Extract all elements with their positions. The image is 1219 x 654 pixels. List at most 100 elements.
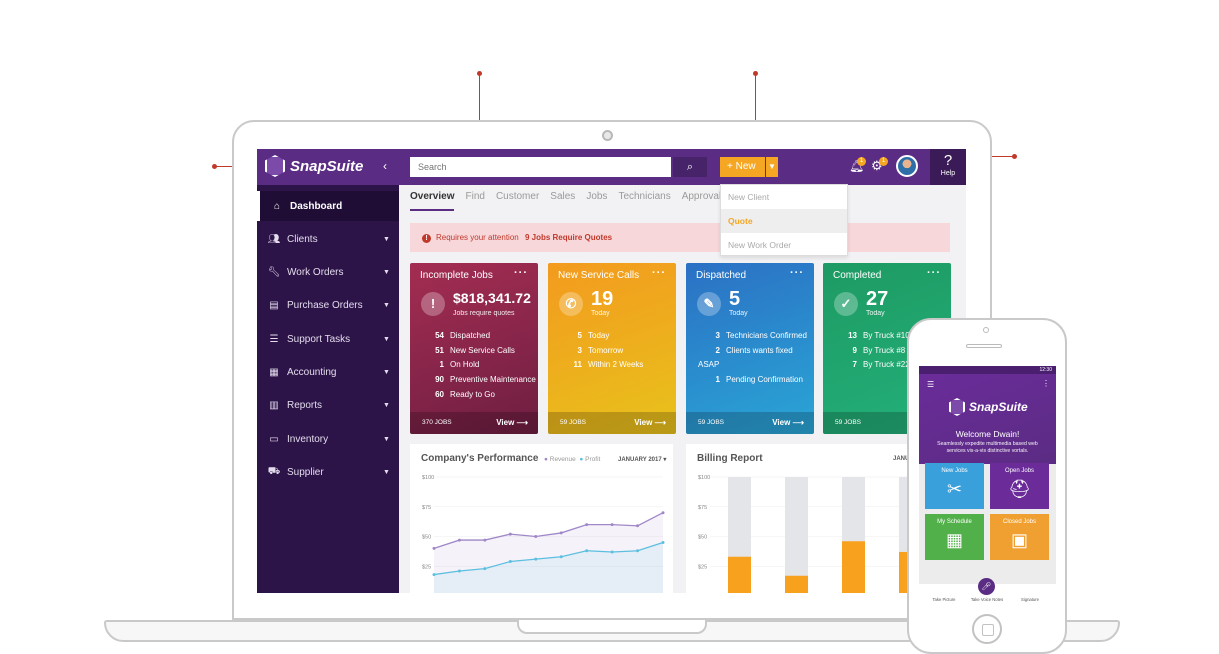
stat-row[interactable]: 54 Dispatched: [422, 329, 536, 344]
card-incomplete-jobs[interactable]: Incomplete Jobs ··· ! $818,341.72 Jobs r…: [410, 263, 538, 434]
tab-customer[interactable]: Customer: [495, 191, 540, 202]
stat-row[interactable]: 51 New Service Calls: [422, 344, 536, 359]
stat-row[interactable]: 3 Tomorrow: [560, 344, 643, 359]
stat-row[interactable]: 1 On Hold: [422, 358, 536, 373]
tab-sales[interactable]: Sales: [550, 191, 576, 202]
more-icon[interactable]: ···: [927, 267, 941, 279]
new-button[interactable]: + New: [720, 157, 765, 177]
view-link[interactable]: View ⟶: [496, 412, 528, 434]
tab-approvals[interactable]: Approvals: [681, 191, 727, 202]
tile-label: My Schedule: [937, 519, 972, 525]
notification-badge: 1: [857, 157, 866, 166]
menu-item-new-work-order[interactable]: New Work Order: [728, 240, 792, 250]
stat-count: 9: [852, 345, 857, 355]
new-menu-dropdown: New Client Quote New Work Order: [720, 184, 848, 256]
avatar[interactable]: [896, 155, 918, 177]
view-link[interactable]: View ⟶: [634, 412, 666, 434]
more-icon[interactable]: ···: [652, 267, 666, 279]
tab-find[interactable]: Find: [465, 191, 485, 202]
phone-logo-text: SnapSuite: [969, 400, 1028, 414]
sidebar-item-clients[interactable]: 👥︎ Clients ▼: [257, 224, 399, 254]
performance-chart: $100 $75 $50 $25: [422, 475, 665, 593]
stat-count: 2: [715, 345, 720, 355]
data-point: [661, 540, 665, 544]
stat-row[interactable]: 7 By Truck #22: [835, 358, 910, 373]
search-button[interactable]: ⌕: [673, 157, 707, 177]
database-icon: ☰: [269, 333, 279, 345]
microphone-icon[interactable]: 🎤︎: [978, 578, 995, 595]
tile-label: Open Jobs: [1004, 468, 1035, 474]
period-label: JANUARY 2017: [618, 457, 662, 463]
card-footer: 59 JOBS: [548, 412, 676, 434]
alert-link[interactable]: 9 Jobs Require Quotes: [524, 233, 613, 242]
panel-title: Billing Report: [697, 453, 763, 464]
app-logo[interactable]: SnapSuite: [265, 155, 363, 177]
view-link[interactable]: View ⟶: [772, 412, 804, 434]
period-select[interactable]: JANU: [893, 456, 909, 462]
tile-new-jobs[interactable]: New Jobs ✂: [925, 463, 984, 509]
data-point: [432, 546, 436, 550]
panel-title: Company's Performance: [421, 453, 539, 464]
stat-row[interactable]: 90 Preventive Maintenance: [422, 373, 536, 388]
stat-row[interactable]: 3 Technicians Confirmed: [698, 329, 814, 344]
card-title: Incomplete Jobs: [420, 270, 493, 281]
stat-row[interactable]: 13 By Truck #10: [835, 329, 910, 344]
stat-row[interactable]: 2 Clients wants fixed ASAP: [698, 344, 814, 373]
legend-dot: ●: [544, 456, 548, 463]
card-new-service-calls[interactable]: New Service Calls ··· ✆ 19 Today 5 Today …: [548, 263, 676, 434]
menu-item-quote[interactable]: Quote: [721, 209, 847, 233]
chevron-down-icon[interactable]: ▼: [766, 157, 778, 177]
more-icon[interactable]: ···: [790, 267, 804, 279]
stat-row[interactable]: 5 Today: [560, 329, 643, 344]
tile-closed-jobs[interactable]: Closed Jobs ▣: [990, 514, 1049, 560]
stat-count: 1: [715, 375, 720, 385]
question-icon: ?: [943, 152, 953, 169]
period-select[interactable]: JANUARY 2017 ▾: [618, 457, 667, 463]
tab-overview[interactable]: Overview: [410, 191, 455, 211]
search-input[interactable]: [410, 157, 671, 177]
data-point: [585, 523, 589, 527]
tile-my-schedule[interactable]: My Schedule ▦: [925, 514, 984, 560]
sidebar: ⌂ Dashboard 👥︎ Clients ▼ 🔧︎ Work Orders …: [257, 185, 399, 593]
sidebar-item-accounting[interactable]: ▦ Accounting ▼: [257, 357, 399, 387]
data-point: [559, 531, 563, 535]
sidebar-item-work-orders[interactable]: 🔧︎ Work Orders ▼: [257, 257, 399, 287]
helmet-icon: ⛑: [1008, 479, 1031, 499]
period-label: JANU: [893, 456, 910, 462]
caret-down-icon: ▼: [383, 235, 390, 243]
stat-row[interactable]: 1 Pending Confirmation: [698, 373, 814, 388]
data-point: [508, 559, 512, 563]
card-dispatched[interactable]: Dispatched ··· ✎ 5 Today 3 Technicians Co…: [686, 263, 814, 434]
more-icon[interactable]: ···: [514, 267, 528, 279]
caret-down-icon: ▼: [383, 335, 390, 343]
sidebar-item-support-tasks[interactable]: ☰ Support Tasks ▼: [257, 324, 399, 354]
tab-jobs[interactable]: Jobs: [586, 191, 608, 202]
tile-open-jobs[interactable]: Open Jobs ⛑: [990, 463, 1049, 509]
phone-icon: ✆: [559, 292, 583, 316]
stat-row[interactable]: 9 By Truck #8: [835, 344, 910, 359]
tab-technicians[interactable]: Technicians: [618, 191, 671, 202]
arrow-right-icon: ⟶: [516, 418, 528, 427]
stat-label: New Service Calls: [450, 345, 515, 355]
sidebar-item-supplier[interactable]: ⛟ Supplier ▼: [257, 457, 399, 487]
sidebar-item-purchase-orders[interactable]: ▤ Purchase Orders ▼: [257, 290, 399, 320]
sidebar-item-reports[interactable]: ▥ Reports ▼: [257, 390, 399, 420]
sidebar-item-dashboard[interactable]: ⌂ Dashboard: [257, 191, 399, 221]
chevron-left-icon[interactable]: ‹: [383, 159, 387, 173]
callout-dot: [753, 71, 758, 76]
phone-home-button[interactable]: [972, 614, 1002, 644]
help-button[interactable]: ? Help: [930, 149, 966, 185]
nav-voice-notes[interactable]: Take Voice Notes: [970, 597, 1004, 602]
view-label: View: [496, 418, 515, 427]
hamburger-icon[interactable]: ☰: [927, 380, 935, 389]
sidebar-item-inventory[interactable]: ▭ Inventory ▼: [257, 424, 399, 454]
stat-row[interactable]: 60 Ready to Go: [422, 388, 536, 403]
gear-icon[interactable]: ⚙: [871, 158, 883, 173]
alert-text: Requires your attention: [436, 233, 519, 242]
legend-profit: Profit: [585, 456, 601, 463]
more-vertical-icon[interactable]: ⋮: [1042, 379, 1050, 388]
stat-row[interactable]: 11 Within 2 Weeks: [560, 358, 644, 373]
nav-signature[interactable]: Signature: [1021, 597, 1039, 602]
menu-item-new-client[interactable]: New Client: [728, 192, 770, 202]
nav-take-picture[interactable]: Take Picture: [932, 597, 956, 602]
